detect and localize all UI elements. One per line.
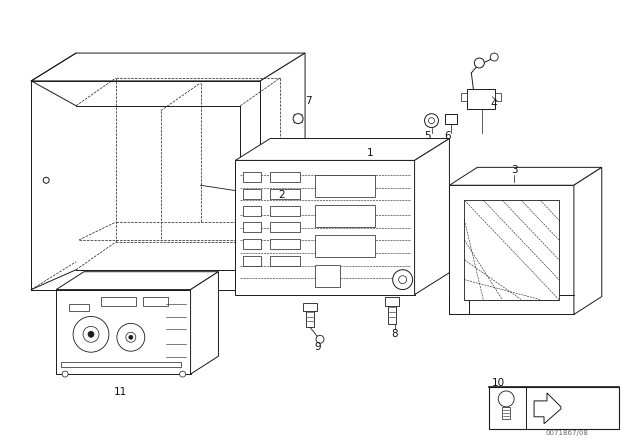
Polygon shape [56, 289, 191, 374]
Bar [143, 297, 168, 306]
Circle shape [88, 332, 94, 337]
Circle shape [424, 114, 438, 128]
Text: 9: 9 [315, 342, 321, 352]
Bar [461, 93, 467, 101]
Bar [445, 114, 458, 124]
Bar [243, 222, 261, 232]
Bar [270, 172, 300, 182]
Text: 11: 11 [115, 387, 127, 397]
Polygon shape [31, 53, 305, 81]
Text: 1: 1 [367, 148, 373, 159]
Text: 2: 2 [278, 190, 285, 200]
Text: 8: 8 [392, 329, 398, 339]
Bar [467, 89, 495, 109]
Bar [61, 362, 180, 367]
Text: 7: 7 [305, 96, 312, 106]
Bar [502, 407, 510, 419]
Bar [315, 205, 375, 227]
Circle shape [73, 316, 109, 352]
Text: 3: 3 [511, 165, 518, 175]
Polygon shape [449, 168, 602, 185]
Polygon shape [534, 393, 561, 424]
Bar [315, 175, 375, 197]
Bar [101, 297, 136, 306]
Circle shape [498, 391, 514, 407]
Circle shape [180, 371, 186, 377]
Bar [270, 206, 300, 216]
Text: 10: 10 [492, 378, 506, 388]
Circle shape [429, 118, 435, 124]
Polygon shape [236, 138, 449, 160]
Circle shape [316, 335, 324, 343]
Polygon shape [56, 271, 218, 289]
Bar [385, 297, 399, 306]
Bar [315, 265, 340, 287]
Bar [495, 93, 501, 101]
Polygon shape [236, 160, 415, 294]
Bar [489, 387, 619, 429]
Circle shape [399, 276, 406, 284]
Text: 6: 6 [444, 130, 451, 141]
Bar [306, 310, 314, 327]
Circle shape [474, 58, 484, 68]
Bar [243, 239, 261, 249]
Text: 0071867/08: 0071867/08 [546, 430, 589, 436]
Polygon shape [415, 138, 449, 294]
Polygon shape [31, 81, 260, 289]
Circle shape [44, 177, 49, 183]
Text: 4: 4 [491, 99, 497, 109]
Polygon shape [191, 271, 218, 374]
Bar [243, 206, 261, 216]
Bar [243, 189, 261, 199]
Bar [270, 189, 300, 199]
Bar [69, 303, 89, 311]
Circle shape [129, 335, 133, 339]
Bar [315, 235, 375, 257]
Bar [243, 256, 261, 266]
Circle shape [62, 371, 68, 377]
Circle shape [490, 53, 498, 61]
Bar [465, 200, 559, 300]
Circle shape [117, 323, 145, 351]
Text: 5: 5 [424, 130, 431, 141]
Bar [270, 222, 300, 232]
Polygon shape [574, 168, 602, 314]
Circle shape [126, 332, 136, 342]
Polygon shape [260, 53, 305, 289]
Bar [270, 256, 300, 266]
Circle shape [393, 270, 413, 289]
Bar [388, 305, 396, 324]
Bar [243, 172, 261, 182]
Circle shape [293, 114, 303, 124]
Polygon shape [449, 185, 574, 314]
Bar [303, 302, 317, 311]
Bar [270, 239, 300, 249]
Circle shape [83, 326, 99, 342]
